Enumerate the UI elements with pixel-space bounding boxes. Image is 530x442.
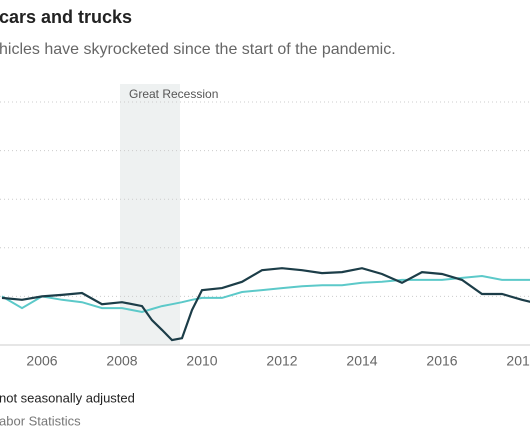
recession-band <box>120 84 180 345</box>
source: abor Statistics <box>0 413 81 428</box>
x-tick-label: 2012 <box>266 353 297 369</box>
x-tick-label: 2006 <box>26 353 57 369</box>
x-tick-label: 2018 <box>506 353 530 369</box>
x-tick-label: 2016 <box>426 353 457 369</box>
series-line <box>1 274 530 314</box>
series-line <box>1 267 530 342</box>
chart-title: cars and trucks <box>0 7 132 27</box>
x-tick-label: 2010 <box>186 353 217 369</box>
recession-label: Great Recession <box>129 87 218 101</box>
chart-subtitle: hicles have skyrocketed since the start … <box>0 41 396 58</box>
note: not seasonally adjusted <box>0 390 135 405</box>
x-tick-label: 2008 <box>106 353 137 369</box>
x-tick-label: 2014 <box>346 353 377 369</box>
